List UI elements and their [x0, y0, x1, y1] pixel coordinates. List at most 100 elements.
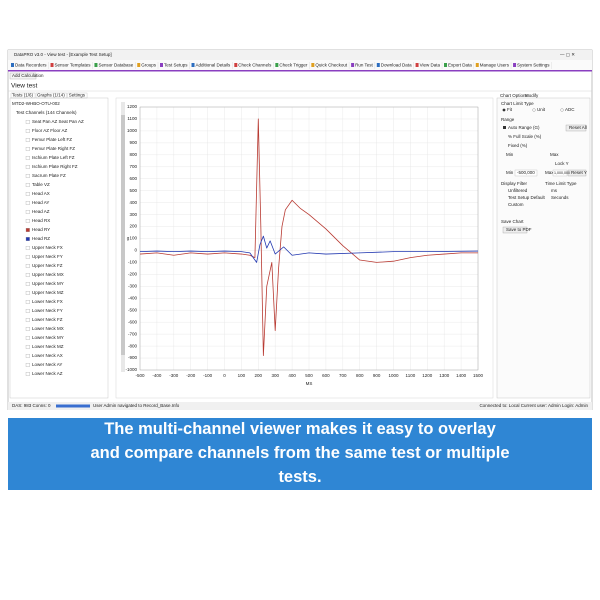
toolbar-tab[interactable]: Export Data: [448, 63, 472, 68]
panel-tab[interactable]: Tests (1/6): [12, 93, 34, 98]
tree-item[interactable]: Head AY: [32, 200, 49, 205]
option: Test Setup Default: [508, 195, 546, 200]
toolbar-tab[interactable]: Sensor Templates: [55, 63, 92, 68]
toolbar-tab[interactable]: Run Test: [355, 63, 373, 68]
tree-item[interactable]: Upper Neck MX: [32, 272, 64, 277]
radio[interactable]: [560, 108, 564, 112]
tree-item[interactable]: Upper Neck MY: [32, 281, 64, 286]
tree-item[interactable]: Upper Neck FY: [32, 254, 63, 259]
save-pdf-button[interactable]: [502, 226, 528, 234]
tab-icon: [137, 63, 141, 67]
tree-item[interactable]: Lower Neck MZ: [32, 344, 64, 349]
y-tick-label: 0: [134, 248, 137, 253]
option: Fit: [507, 107, 513, 112]
tree-checkbox[interactable]: [25, 210, 30, 214]
tree-checkbox[interactable]: [25, 183, 30, 187]
tree-item[interactable]: Lower Neck MY: [32, 335, 64, 340]
tree-item[interactable]: Seat Pan AZ Seat Pan AZ: [32, 119, 84, 124]
tree-item[interactable]: Lower Neck FZ: [32, 317, 63, 322]
tree-checkbox[interactable]: [25, 363, 30, 367]
window-controls[interactable]: — ▢ ✕: [560, 52, 575, 57]
tree-checkbox[interactable]: [25, 246, 30, 250]
tree-checkbox[interactable]: [25, 174, 30, 178]
tree-item[interactable]: Lower Neck AZ: [32, 371, 63, 376]
tree-checkbox[interactable]: [25, 354, 30, 358]
tree-checkbox[interactable]: [25, 201, 30, 205]
tree-item[interactable]: Head RZ: [32, 236, 50, 241]
tree-checkbox[interactable]: [25, 327, 30, 331]
toolbar-tab[interactable]: System Settings: [517, 63, 550, 68]
tree-checkbox[interactable]: [25, 156, 30, 160]
tree-checkbox[interactable]: [25, 219, 30, 223]
tree-checkbox[interactable]: [25, 192, 30, 196]
tree-item[interactable]: Table VZ: [32, 182, 50, 187]
tree-checkbox[interactable]: [25, 336, 30, 340]
reset-y-button[interactable]: [567, 169, 587, 177]
tree-item[interactable]: Femur Plate Right FZ: [32, 146, 75, 151]
tree-checkbox[interactable]: [25, 318, 30, 322]
radio[interactable]: [532, 108, 536, 112]
tree-item[interactable]: MTD2-WHBO-OTU-002: [12, 101, 60, 106]
toolbar-tab[interactable]: Groups: [141, 63, 157, 68]
tab[interactable]: Modify: [525, 93, 539, 98]
tree-item[interactable]: Test Channels (144 Channels): [16, 110, 77, 115]
toolbar-tab[interactable]: Additional Details: [196, 63, 232, 68]
tree-item[interactable]: Upper Neck FZ: [32, 263, 63, 268]
toolbar-tab[interactable]: Data Recorders: [15, 63, 47, 68]
tree-item[interactable]: Lower Neck AY: [32, 362, 62, 367]
tree-item[interactable]: Head AX: [32, 191, 50, 196]
tree-item[interactable]: Lower Neck FY: [32, 308, 63, 313]
tree-checkbox[interactable]: [25, 129, 30, 133]
scroll-thumb[interactable]: [121, 115, 125, 355]
tree-checkbox[interactable]: [25, 345, 30, 349]
y-tick-label: 1200: [127, 104, 138, 109]
tree-checkbox[interactable]: [25, 282, 30, 286]
checkbox[interactable]: [503, 126, 506, 129]
toolbar-tab[interactable]: Sensor Database: [98, 63, 133, 68]
tree-checkbox[interactable]: [25, 120, 30, 124]
reset-all-button[interactable]: [565, 124, 587, 132]
tree-checkbox[interactable]: [25, 228, 30, 232]
tree-item[interactable]: Head AZ: [32, 209, 50, 214]
tree-checkbox[interactable]: [25, 372, 30, 376]
toolbar-tab[interactable]: Download Data: [381, 63, 412, 68]
toolbar-tab[interactable]: Check Channels: [238, 63, 272, 68]
tree-checkbox[interactable]: [25, 291, 30, 295]
add-calculation-button[interactable]: [9, 72, 37, 80]
max-input[interactable]: [552, 169, 568, 177]
toolbar-tab[interactable]: Check Trigger: [279, 63, 308, 68]
tree-item[interactable]: Femur Plate Left FZ: [32, 137, 72, 142]
toolbar-tab[interactable]: Test Setups: [164, 63, 188, 68]
y-tick-label: -300: [128, 284, 138, 289]
tree-item[interactable]: Lower Neck FX: [32, 299, 63, 304]
tree-item[interactable]: Ischium Plate Right FZ: [32, 164, 78, 169]
tree-checkbox[interactable]: [25, 273, 30, 277]
toolbar-tab[interactable]: View Data: [420, 63, 441, 68]
tree-item[interactable]: Ischium Plate Left FZ: [32, 155, 75, 160]
tree-checkbox[interactable]: [25, 309, 30, 313]
tree-checkbox[interactable]: [25, 255, 30, 259]
tree-checkbox[interactable]: [25, 147, 30, 151]
tree-item[interactable]: Lower Neck AX: [32, 353, 63, 358]
tree-item[interactable]: Upper Neck MZ: [32, 290, 64, 295]
radio[interactable]: [502, 108, 506, 112]
tab[interactable]: Chart Options: [500, 93, 529, 98]
tree-item[interactable]: Upper Neck FX: [32, 245, 63, 250]
tree-checkbox[interactable]: [25, 300, 30, 304]
toolbar-tab[interactable]: Quick Checkout: [315, 63, 348, 68]
tree-item[interactable]: Floor AZ Floor AZ: [32, 128, 68, 133]
tree-checkbox[interactable]: [25, 138, 30, 142]
tree-item[interactable]: Lower Neck MX: [32, 326, 64, 331]
button-label: Save to PDF: [506, 227, 532, 232]
tree-checkbox[interactable]: [25, 237, 30, 241]
panel-tab[interactable]: Settings: [69, 93, 86, 98]
tree-checkbox[interactable]: [25, 165, 30, 169]
tree-item[interactable]: Head RX: [32, 218, 50, 223]
tree-checkbox[interactable]: [25, 264, 30, 268]
tree-item[interactable]: Head RY: [32, 227, 50, 232]
tree-item[interactable]: Sacrum Plate FZ: [32, 173, 66, 178]
min-input[interactable]: [514, 169, 538, 177]
toolbar-underline: [8, 70, 592, 72]
panel-tab[interactable]: Graphs (1/14): [37, 93, 65, 98]
toolbar-tab[interactable]: Manage Users: [480, 63, 510, 68]
